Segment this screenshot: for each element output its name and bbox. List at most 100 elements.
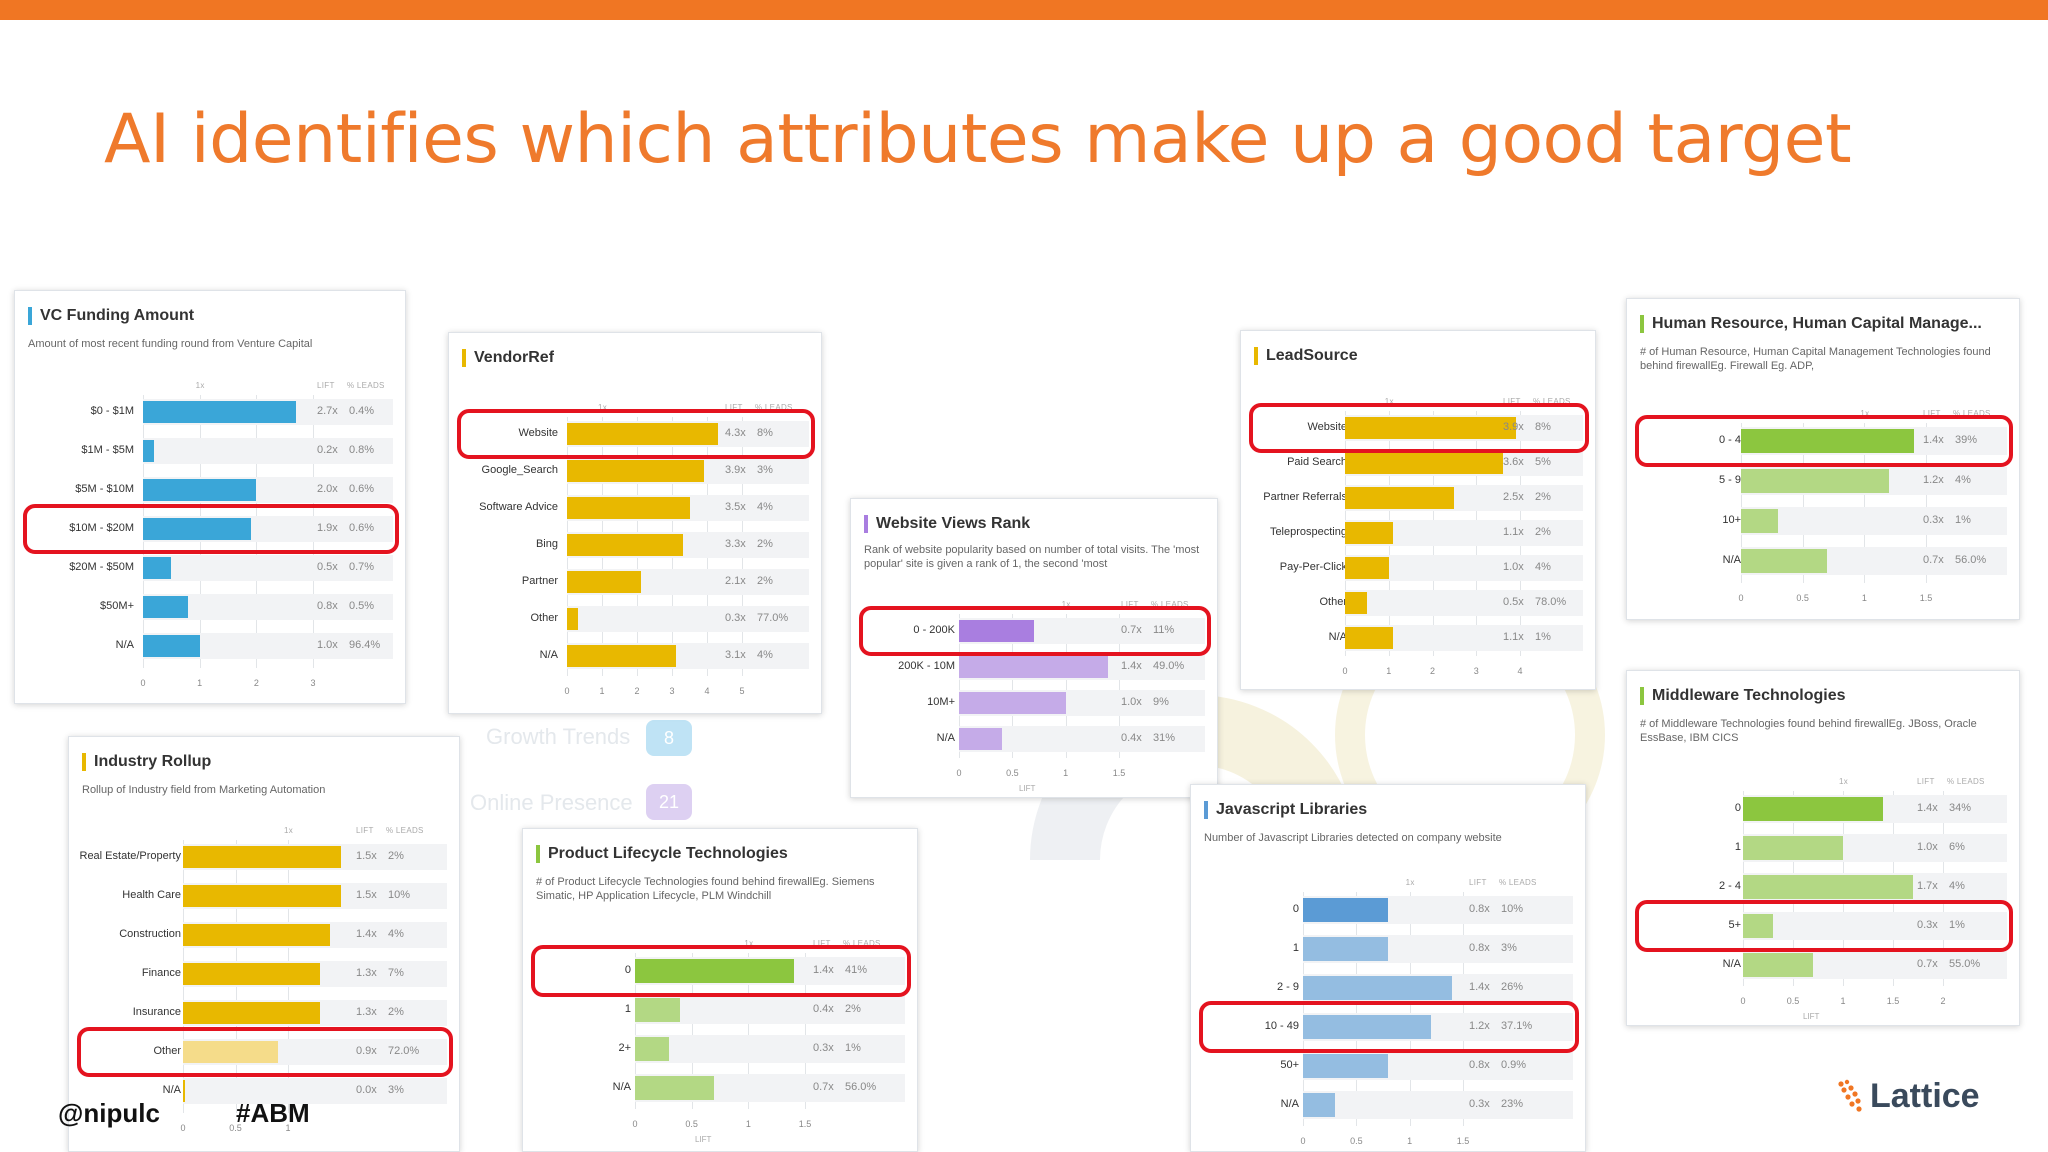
leads-value: 5%	[1535, 456, 1551, 468]
axis-tick-label: 0.5	[685, 1119, 698, 1129]
lift-value: 2.7x	[317, 405, 338, 417]
row-label: $20M - $50M	[69, 561, 134, 573]
gridline	[1409, 892, 1411, 1126]
lift-column-header: LIFT	[1503, 397, 1521, 406]
lift-value: 1.5x	[356, 889, 377, 901]
row-label: Partner Referrals	[1263, 491, 1347, 503]
lift-bar	[143, 557, 172, 579]
card-description: Amount of most recent funding round from…	[28, 338, 313, 350]
one-x-marker-label: 1x	[1839, 777, 1849, 786]
vendor-ref-card[interactable]: VendorRef 1x LIFT % LEADS Website 4.3x 8% Googl…	[448, 332, 822, 714]
axis-tick-label: 0	[956, 768, 962, 778]
lift-bar	[183, 885, 341, 907]
gridline	[1463, 892, 1464, 1126]
row-label: Paid Search	[1287, 456, 1347, 468]
lift-bar	[635, 959, 794, 983]
row-background	[183, 1078, 447, 1104]
row-label: N/A	[1722, 554, 1741, 566]
highlight-box	[1635, 900, 2013, 952]
leads-column-header: % LEADS	[843, 939, 881, 948]
gridline	[691, 953, 693, 1109]
lift-bar	[567, 608, 578, 630]
website-views-card[interactable]: Website Views Rank Rank of website popula…	[850, 498, 1218, 798]
row-label: 50+	[1280, 1059, 1299, 1071]
lift-bar	[1345, 522, 1394, 544]
lift-bar	[183, 1041, 278, 1063]
leads-value: 78.0%	[1535, 596, 1567, 608]
row-label: $5M - $10M	[75, 483, 134, 495]
lift-bar	[567, 460, 704, 482]
lift-column-header: LIFT	[356, 826, 374, 835]
lift-bar	[183, 846, 341, 868]
axis-tick-label: 1	[1407, 1136, 1413, 1146]
card-description: # of Middleware Technologies found behin…	[1640, 718, 1977, 744]
row-label: Google_Search	[481, 464, 558, 476]
row-background	[143, 438, 393, 464]
lift-column-header: LIFT	[1923, 409, 1941, 418]
lift-bar	[959, 728, 1002, 750]
row-background	[635, 1035, 905, 1063]
lead-source-card[interactable]: LeadSource 1x LIFT % LEADS Website 3.9x 8% Paid…	[1240, 330, 1596, 690]
axis-tick-label: 3	[1473, 666, 1479, 676]
gridline	[805, 953, 806, 1109]
lift-bar	[1743, 797, 1883, 821]
lift-bar	[183, 1002, 320, 1024]
lift-value: 1.4x	[1923, 434, 1944, 446]
axis-tick-label: 0	[180, 1123, 186, 1133]
human-resource-card[interactable]: Human Resource, Human Capital Manage... #…	[1626, 298, 2020, 620]
lift-bar	[183, 924, 330, 946]
row-label: Teleprospecting	[1269, 526, 1347, 538]
lift-value: 0.4x	[1121, 732, 1142, 744]
lift-value: 1.3x	[356, 967, 377, 979]
axis-tick-label: 1.5	[1886, 996, 1900, 1006]
twitter-handle: @nipulc	[58, 1098, 160, 1128]
lift-bar	[635, 1076, 715, 1100]
axis-tick-label: 0.5	[1350, 1136, 1363, 1146]
vc-funding-card[interactable]: VC Funding Amount Amount of most recent f…	[14, 290, 406, 704]
row-label: Real Estate/Property	[79, 850, 182, 862]
leads-column-header: % LEADS	[386, 826, 424, 835]
lift-value: 1.4x	[1917, 802, 1938, 814]
lift-value: 1.7x	[1917, 880, 1938, 892]
row-label: N/A	[115, 639, 134, 651]
lift-value: 1.2x	[1923, 474, 1944, 486]
lift-value: 2.1x	[725, 575, 746, 587]
axis-label: LIFT	[1803, 1012, 1820, 1021]
gridline	[748, 953, 750, 1109]
lattice-logo-text: Lattice	[1870, 1077, 1980, 1115]
lift-value: 3.9x	[1503, 421, 1524, 433]
leads-value: 37.1%	[1501, 1020, 1533, 1032]
lift-value: 4.3x	[725, 427, 746, 439]
leads-value: 10%	[388, 889, 411, 901]
axis-tick-label: 0	[1738, 593, 1744, 603]
lift-value: 0.3x	[725, 612, 746, 624]
industry-rollup-card[interactable]: Industry Rollup Rollup of Industry field …	[68, 736, 460, 1152]
lift-bar	[635, 998, 681, 1022]
axis-tick-label: 1.5	[798, 1119, 812, 1129]
axis-tick-label: 0	[1740, 996, 1746, 1006]
lift-value: 1.5x	[356, 850, 377, 862]
lift-bar	[183, 963, 320, 985]
row-background	[1303, 1091, 1573, 1119]
row-label: 1	[624, 1003, 631, 1015]
axis-tick-label: 0	[564, 686, 570, 696]
javascript-libraries-card[interactable]: Javascript Libraries Number of Javascript…	[1190, 784, 1586, 1152]
lift-bar	[567, 497, 690, 519]
row-label: Other	[153, 1045, 181, 1057]
product-lifecycle-card[interactable]: Product Lifecycle Technologies # of Produ…	[522, 828, 918, 1152]
background-badge: 21	[646, 784, 692, 820]
leads-column-header: % LEADS	[347, 381, 385, 390]
leads-value: 9%	[1153, 696, 1169, 708]
lift-bar	[1345, 557, 1389, 579]
lift-bar	[567, 423, 718, 445]
middleware-card[interactable]: Middleware Technologies # of Middleware T…	[1626, 670, 2020, 1026]
row-label: Other	[1319, 596, 1347, 608]
lift-value: 0.0x	[356, 1084, 377, 1096]
axis-tick-label: 0.5	[1796, 593, 1809, 603]
leads-value: 0.7%	[349, 561, 375, 573]
leads-value: 2%	[1535, 491, 1551, 503]
highlight-box	[531, 945, 911, 997]
lift-bar	[1345, 592, 1367, 614]
leads-column-header: % LEADS	[1151, 600, 1189, 609]
lift-column-header: LIFT	[1469, 878, 1487, 887]
